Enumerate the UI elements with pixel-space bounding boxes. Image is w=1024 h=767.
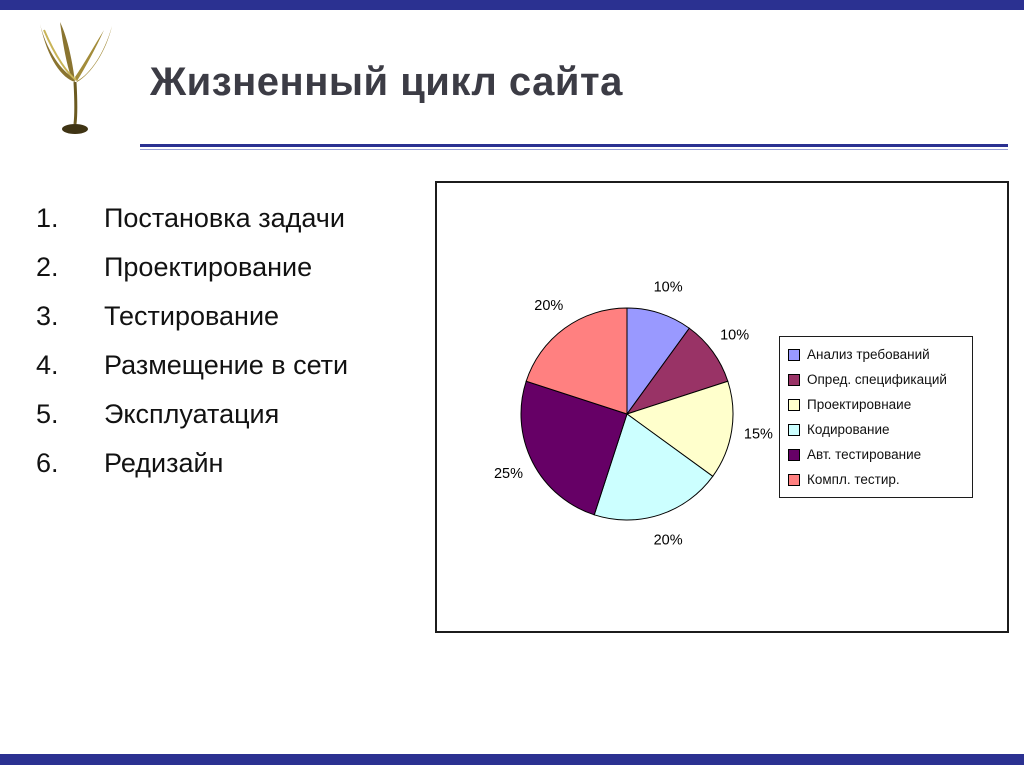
list-item-label: Эксплуатация <box>104 399 280 429</box>
lifecycle-list: 1. Постановка задачи 2. Проектирование 3… <box>36 194 436 488</box>
legend-label: Кодирование <box>807 422 890 437</box>
legend-label: Проектировнаие <box>807 397 912 412</box>
logo-right-leaf <box>75 26 112 82</box>
legend-item: Опред. спецификаций <box>788 369 966 390</box>
pie-slice <box>625 380 734 478</box>
list-item-label: Редизайн <box>104 448 224 478</box>
legend-item: Компл. тестир. <box>788 469 966 490</box>
list-item-number: 6. <box>36 448 59 478</box>
legend-color-swatch <box>788 473 800 486</box>
legend-color-swatch <box>788 373 800 386</box>
list-item-number: 4. <box>36 350 59 380</box>
pie-percent-label: 10% <box>654 279 683 295</box>
list-item-label: Постановка задачи <box>104 203 345 233</box>
legend-item: Авт. тестирование <box>788 444 966 465</box>
list-item: 2. Проектирование <box>36 243 436 292</box>
legend-color-swatch <box>788 448 800 461</box>
pie-slice <box>593 413 714 521</box>
list-item-label: Проектирование <box>104 252 313 282</box>
title-divider-shadow <box>140 149 1008 150</box>
list-item-number: 5. <box>36 399 59 429</box>
logo-glass-image <box>40 22 112 134</box>
pie-percent-label: 15% <box>744 427 773 443</box>
legend-item: Проектировнаие <box>788 394 966 415</box>
top-accent-bar <box>0 0 1024 10</box>
pie-slice <box>520 380 628 516</box>
list-item-label: Размещение в сети <box>104 350 349 380</box>
logo-stem <box>73 81 78 125</box>
logo-base <box>62 124 88 134</box>
legend-label: Компл. тестир. <box>807 472 900 487</box>
legend-color-swatch <box>788 423 800 436</box>
legend-color-swatch <box>788 348 800 361</box>
legend-label: Анализ требований <box>807 347 930 362</box>
legend-color-swatch <box>788 398 800 411</box>
legend-label: Опред. спецификаций <box>807 372 947 387</box>
pie-percent-label: 20% <box>534 298 563 314</box>
list-item: 4. Размещение в сети <box>36 341 436 390</box>
logo-accent-stroke <box>43 29 77 81</box>
pie-chart: 10% 10% 15% 20% 25% 20% <box>494 279 773 548</box>
pie-slice <box>525 307 628 415</box>
legend-item: Кодирование <box>788 419 966 440</box>
page-title: Жизненный цикл сайта <box>150 60 623 104</box>
pie-percent-label: 25% <box>494 466 523 482</box>
pie-percent-label: 10% <box>720 328 749 344</box>
list-item: 1. Постановка задачи <box>36 194 436 243</box>
pie-percent-label: 20% <box>654 532 683 548</box>
chart-frame: 10% 10% 15% 20% 25% 20% Анализ требований Опр… <box>435 181 1009 633</box>
list-item-label: Тестирование <box>104 301 280 331</box>
bottom-accent-bar <box>0 754 1024 765</box>
list-item: 3. Тестирование <box>36 292 436 341</box>
list-item-number: 1. <box>36 203 59 233</box>
legend-item: Анализ требований <box>788 344 966 365</box>
list-item: 5. Эксплуатация <box>36 390 436 439</box>
chart-legend: Анализ требований Опред. спецификаций Пр… <box>779 336 973 498</box>
list-item: 6. Редизайн <box>36 439 436 488</box>
legend-label: Авт. тестирование <box>807 447 922 462</box>
list-item-number: 3. <box>36 301 59 331</box>
list-item-number: 2. <box>36 252 59 282</box>
title-divider <box>140 144 1008 147</box>
